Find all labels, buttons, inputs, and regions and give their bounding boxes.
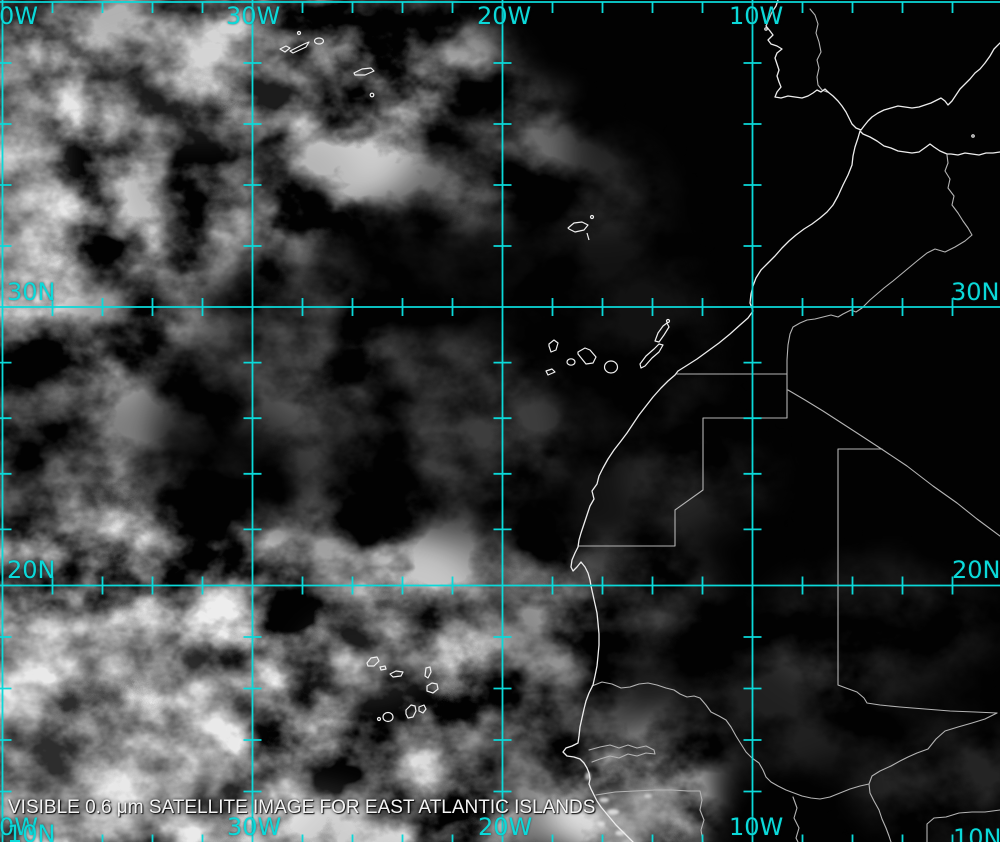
grid-label-40w-bottom: 0W	[0, 813, 38, 841]
grid-label-40w-top: 0W	[0, 2, 38, 30]
madeira-islands	[567, 214, 595, 241]
cape-verde-islands	[366, 656, 439, 723]
azores-islands	[279, 30, 375, 98]
border-mali-senegal	[868, 712, 998, 842]
coastlines	[562, 0, 1000, 842]
alboran-island	[971, 134, 975, 138]
caption-block: VISIBLE 0.6 μm SATELLITE IMAGE FOR EAST …	[8, 760, 595, 842]
coast-west-africa	[562, 130, 1000, 842]
border-mali-guinea	[792, 796, 800, 842]
border-senegal-guineabissau	[595, 789, 705, 842]
grid-label-20w-bottom: 20W	[478, 813, 533, 841]
grid-label-10n-bottom-right: 10N	[953, 824, 1000, 842]
border-mali-burkina	[926, 809, 1000, 842]
grid-label-30n-left: 30N	[7, 278, 56, 306]
canary-islands	[545, 318, 671, 376]
grid-label-30n-right: 30N	[951, 278, 1000, 306]
border-mauritania-mali	[837, 448, 998, 714]
coast-spain-south	[827, 42, 1000, 131]
border-senegal-river	[591, 681, 870, 800]
coast-portugal	[765, 0, 829, 99]
islands	[279, 27, 975, 723]
grid-label-10w-top: 10W	[729, 2, 784, 30]
berlengas-island	[764, 27, 768, 31]
grid-label-20w-top: 20W	[477, 2, 532, 30]
border-western-sahara	[577, 373, 788, 547]
country-borders	[577, 8, 1000, 842]
caption-title: VISIBLE 0.6 μm SATELLITE IMAGE FOR EAST …	[8, 797, 596, 819]
grid-label-20n-right: 20N	[952, 556, 1000, 584]
border-algeria-mauritania	[787, 389, 1000, 537]
border-gambia	[588, 744, 656, 763]
grid-label-10w-bottom: 10W	[729, 813, 784, 841]
border-morocco-algeria	[786, 154, 973, 375]
border-portugal-spain	[809, 8, 828, 93]
grid-label-30w-bottom: 30W	[227, 813, 282, 841]
grid-label-30w-top: 30W	[226, 2, 281, 30]
grid-label-20n-left: 20N	[7, 556, 56, 584]
grid-label-10n-bottom-left: 10N	[7, 820, 56, 842]
